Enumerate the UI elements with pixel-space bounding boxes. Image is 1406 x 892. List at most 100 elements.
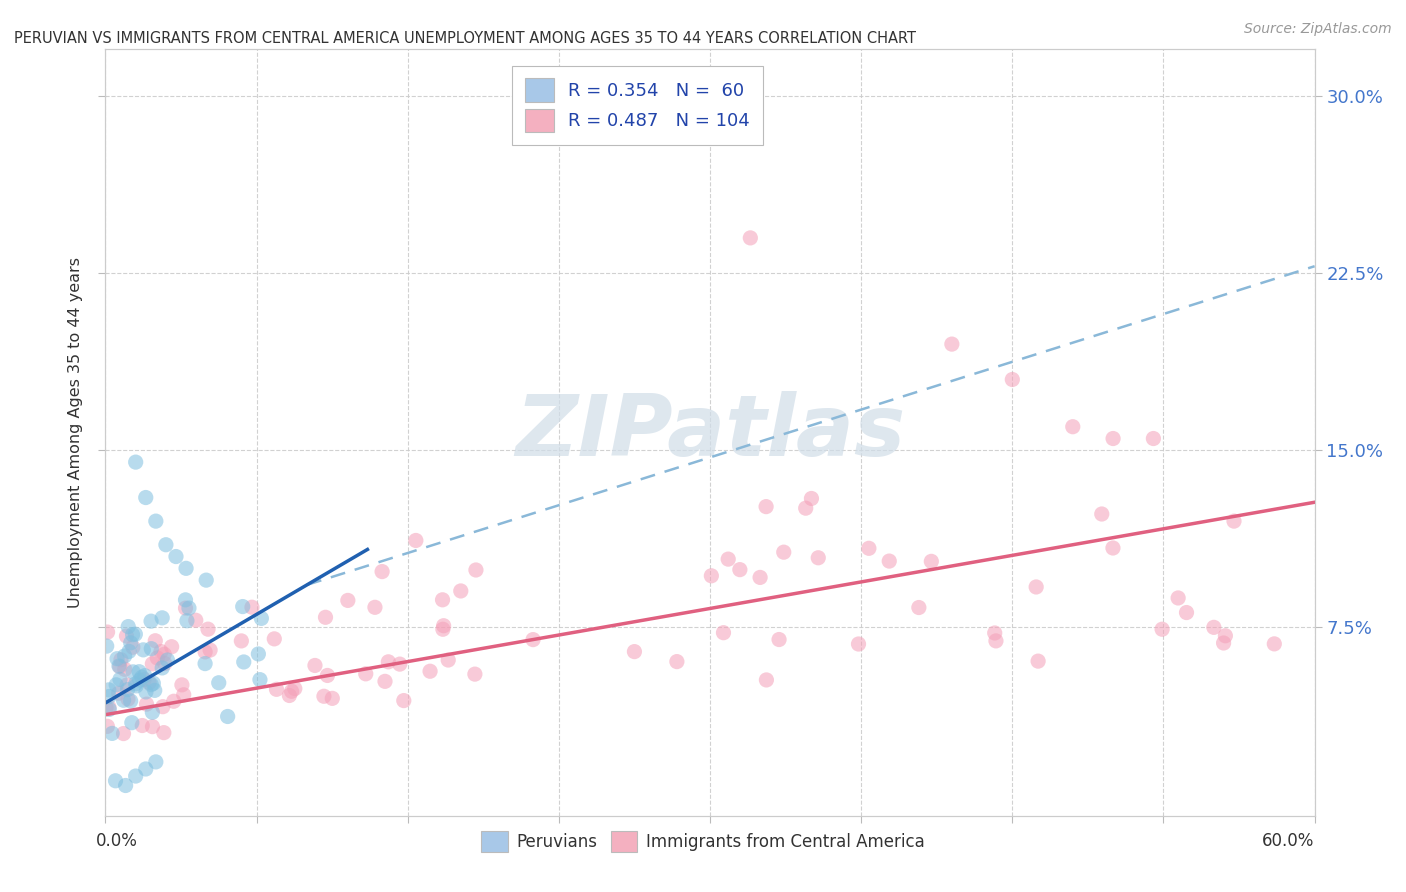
- Point: [131, 718, 153, 732]
- Point: [1152, 622, 1174, 636]
- Point: [146, 651, 169, 665]
- Point: [101, 726, 124, 740]
- Point: [124, 455, 148, 469]
- Point: [174, 601, 197, 615]
- Point: [807, 550, 830, 565]
- Point: [247, 647, 270, 661]
- Point: [437, 653, 460, 667]
- Point: [120, 694, 142, 708]
- Point: [120, 636, 142, 650]
- Point: [984, 633, 1007, 648]
- Point: [266, 682, 288, 697]
- Point: [121, 628, 143, 642]
- Point: [920, 554, 942, 568]
- Point: [321, 691, 343, 706]
- Point: [1142, 432, 1164, 446]
- Point: [278, 689, 301, 703]
- Point: [1102, 541, 1125, 555]
- Point: [312, 690, 335, 704]
- Point: [432, 592, 454, 607]
- Point: [117, 682, 139, 697]
- Point: [250, 611, 273, 625]
- Point: [142, 676, 165, 690]
- Point: [284, 681, 307, 696]
- Point: [198, 643, 221, 657]
- Text: 60.0%: 60.0%: [1263, 831, 1315, 849]
- Point: [121, 640, 143, 655]
- Point: [522, 632, 544, 647]
- Point: [194, 645, 217, 659]
- Point: [135, 697, 157, 711]
- Point: [98, 700, 121, 714]
- Text: ZIPatlas: ZIPatlas: [515, 391, 905, 475]
- Point: [141, 657, 163, 671]
- Point: [94, 700, 117, 714]
- Point: [96, 639, 118, 653]
- Point: [108, 659, 131, 673]
- Point: [98, 702, 121, 716]
- Point: [1215, 629, 1237, 643]
- Point: [97, 625, 120, 640]
- Point: [104, 773, 127, 788]
- Point: [249, 673, 271, 687]
- Point: [700, 568, 723, 582]
- Point: [138, 675, 160, 690]
- Point: [145, 514, 167, 528]
- Point: [110, 653, 132, 667]
- Point: [105, 678, 128, 692]
- Point: [128, 665, 150, 679]
- Point: [156, 653, 179, 667]
- Point: [125, 679, 148, 693]
- Point: [1212, 636, 1234, 650]
- Point: [240, 600, 263, 615]
- Point: [263, 632, 285, 646]
- Point: [768, 632, 790, 647]
- Point: [1091, 507, 1114, 521]
- Point: [794, 501, 817, 516]
- Point: [1062, 419, 1084, 434]
- Point: [1263, 637, 1285, 651]
- Point: [1026, 654, 1049, 668]
- Point: [432, 622, 454, 636]
- Point: [121, 715, 143, 730]
- Point: [354, 666, 377, 681]
- Point: [176, 614, 198, 628]
- Point: [132, 643, 155, 657]
- Point: [848, 637, 870, 651]
- Point: [405, 533, 427, 548]
- Point: [231, 634, 253, 648]
- Point: [112, 693, 135, 707]
- Point: [141, 706, 163, 720]
- Point: [419, 665, 441, 679]
- Point: [755, 500, 778, 514]
- Point: [1102, 432, 1125, 446]
- Point: [170, 678, 193, 692]
- Point: [717, 552, 740, 566]
- Point: [118, 644, 141, 658]
- Point: [623, 645, 645, 659]
- Point: [131, 670, 153, 684]
- Point: [1001, 372, 1024, 386]
- Point: [217, 709, 239, 723]
- Point: [374, 674, 396, 689]
- Point: [152, 699, 174, 714]
- Point: [983, 626, 1005, 640]
- Point: [117, 692, 139, 706]
- Point: [1223, 514, 1246, 528]
- Point: [713, 625, 735, 640]
- Point: [232, 599, 254, 614]
- Point: [194, 657, 217, 671]
- Point: [141, 641, 163, 656]
- Point: [96, 719, 118, 733]
- Point: [208, 675, 231, 690]
- Text: Source: ZipAtlas.com: Source: ZipAtlas.com: [1244, 22, 1392, 37]
- Point: [125, 677, 148, 691]
- Legend: Peruvians, Immigrants from Central America: Peruvians, Immigrants from Central Ameri…: [475, 824, 931, 859]
- Legend: R = 0.354   N =  60, R = 0.487   N = 104: R = 0.354 N = 60, R = 0.487 N = 104: [512, 66, 762, 145]
- Point: [150, 611, 173, 625]
- Point: [134, 668, 156, 682]
- Point: [364, 600, 387, 615]
- Point: [740, 231, 762, 245]
- Point: [304, 658, 326, 673]
- Point: [108, 659, 131, 673]
